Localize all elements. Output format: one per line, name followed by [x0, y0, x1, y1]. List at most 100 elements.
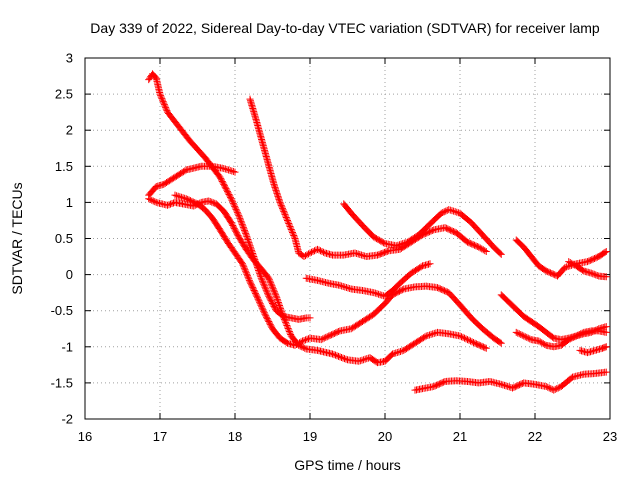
data-point — [297, 338, 305, 346]
x-tick-label: 16 — [78, 429, 92, 444]
data-point — [285, 327, 293, 335]
data-point — [515, 330, 523, 338]
data-point — [249, 284, 257, 292]
data-point — [335, 352, 342, 360]
data-point — [587, 328, 595, 336]
data-point — [246, 242, 254, 250]
series-track-e — [246, 95, 490, 261]
data-point — [262, 312, 270, 320]
data-point — [361, 355, 369, 363]
data-point — [271, 289, 279, 297]
data-point — [284, 323, 291, 331]
data-point — [306, 314, 314, 322]
data-point — [245, 275, 253, 283]
data-point — [266, 277, 274, 285]
data-point — [250, 286, 258, 294]
data-point — [481, 344, 489, 352]
data-point — [468, 338, 476, 346]
series-track-c — [145, 162, 239, 199]
plot-frame — [84, 57, 611, 420]
data-point — [265, 274, 273, 282]
data-point — [265, 318, 273, 326]
data-point — [479, 246, 487, 254]
data-point — [453, 208, 461, 216]
data-point — [332, 351, 339, 359]
data-point — [243, 270, 251, 278]
data-point — [502, 382, 510, 390]
data-point — [279, 204, 286, 212]
series-track-m — [576, 343, 610, 357]
data-point — [397, 240, 405, 248]
data-point — [224, 189, 232, 197]
data-point — [241, 266, 249, 274]
data-point — [239, 222, 247, 230]
data-point — [264, 289, 271, 297]
data-point — [342, 355, 350, 363]
data-point — [445, 206, 453, 214]
data-point — [269, 283, 276, 291]
data-point — [302, 252, 309, 260]
data-point — [287, 225, 295, 233]
data-point — [539, 340, 547, 348]
data-point — [306, 249, 314, 257]
series-track-f — [340, 200, 505, 258]
data-point — [338, 353, 345, 361]
data-point — [240, 225, 248, 233]
data-point — [547, 385, 555, 393]
data-point — [273, 294, 281, 302]
data-point — [254, 294, 261, 302]
data-point — [329, 350, 336, 358]
data-point — [245, 239, 253, 247]
data-point — [360, 356, 368, 364]
data-point — [399, 240, 407, 248]
data-point — [589, 270, 597, 278]
data-point — [390, 350, 398, 358]
data-point — [148, 196, 156, 204]
data-point — [270, 286, 278, 294]
data-point — [280, 209, 288, 217]
data-point — [278, 308, 286, 316]
data-point — [439, 209, 447, 217]
data-point — [164, 201, 171, 209]
data-point — [221, 183, 229, 191]
data-point — [421, 333, 429, 341]
data-point — [266, 319, 273, 327]
data-point — [309, 247, 317, 255]
data-point — [266, 294, 273, 302]
data-point — [176, 193, 184, 201]
data-point — [270, 288, 278, 296]
data-point — [568, 259, 576, 267]
y-tick-label: 0 — [66, 267, 73, 282]
data-point — [289, 230, 297, 238]
data-point — [467, 337, 474, 345]
data-point — [593, 325, 601, 333]
data-point — [282, 213, 290, 221]
data-point — [238, 258, 246, 266]
data-point — [402, 239, 410, 247]
data-point — [393, 348, 401, 356]
data-point — [517, 331, 525, 339]
data-point — [450, 207, 458, 215]
data-point — [228, 196, 236, 204]
data-point — [230, 224, 238, 232]
data-point — [235, 211, 243, 219]
data-point — [283, 215, 291, 223]
data-point — [601, 248, 609, 256]
data-point — [257, 273, 265, 281]
data-point — [587, 269, 595, 277]
data-point — [263, 288, 271, 296]
data-point — [426, 260, 434, 268]
data-point — [273, 295, 281, 303]
data-point — [392, 349, 400, 357]
data-point — [258, 304, 266, 312]
data-point — [241, 226, 249, 234]
data-point — [289, 228, 296, 236]
data-point — [318, 247, 326, 255]
data-point — [504, 382, 512, 390]
data-point — [239, 261, 247, 269]
data-point — [242, 231, 250, 239]
data-marks — [145, 70, 610, 394]
data-point — [383, 247, 391, 255]
y-tick-label: 3 — [66, 51, 73, 66]
